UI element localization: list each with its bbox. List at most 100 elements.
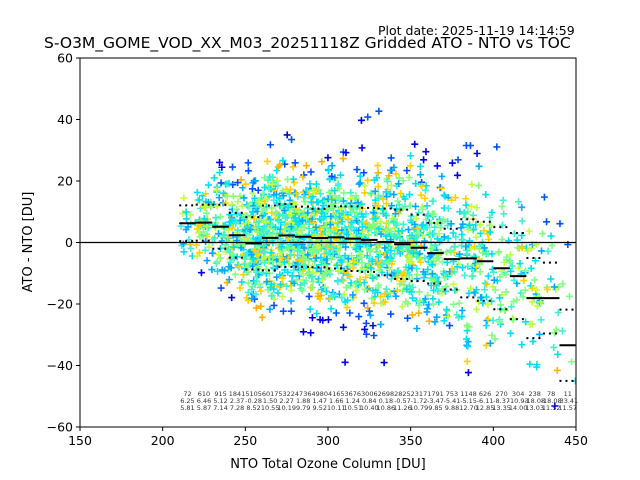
scatter-point: [251, 194, 259, 202]
scatter-point: [324, 167, 332, 175]
scatter-point: [228, 224, 236, 232]
scatter-point: [444, 222, 452, 230]
bin-count: 1148: [460, 390, 477, 398]
scatter-point: [349, 233, 357, 241]
scatter-point: [226, 258, 234, 266]
scatter-point: [182, 208, 190, 216]
scatter-point: [479, 249, 487, 257]
scatter-point: [458, 242, 466, 250]
scatter-point: [537, 316, 545, 324]
scatter-point: [394, 267, 402, 275]
scatter-point: [480, 244, 488, 252]
scatter-point: [243, 250, 251, 258]
scatter-point: [476, 221, 484, 229]
scatter-point: [383, 177, 391, 185]
scatter-point: [421, 194, 429, 202]
scatter-point: [395, 227, 403, 235]
scatter-point: [360, 169, 368, 177]
scatter-point: [201, 246, 209, 254]
scatter-point: [355, 180, 363, 188]
scatter-point: [415, 288, 423, 296]
scatter-point: [283, 213, 291, 221]
scatter-point: [270, 301, 278, 309]
y-axis-ticks: 60 40 20 0 −20 −40 −60: [47, 51, 80, 435]
scatter-point: [420, 156, 428, 164]
scatter-point: [428, 270, 436, 278]
scatter-point: [471, 253, 479, 261]
scatter-point: [434, 287, 442, 295]
scatter-point: [367, 189, 375, 197]
scatter-point: [518, 217, 526, 225]
scatter-point: [225, 179, 233, 187]
scatter-point: [352, 280, 360, 288]
scatter-point: [377, 230, 385, 238]
scatter-point: [423, 305, 431, 313]
scatter-point: [263, 157, 271, 165]
scatter-point: [429, 300, 437, 308]
scatter-point: [208, 266, 216, 274]
scatter-point: [288, 272, 296, 280]
bin-mean: 0.84: [362, 397, 376, 405]
scatter-point: [453, 171, 461, 179]
scatter-point: [518, 203, 526, 211]
scatter-point: [498, 221, 506, 229]
scatter-point: [275, 217, 283, 225]
scatter-point: [279, 157, 287, 165]
scatter-point: [260, 249, 268, 257]
scatter-point: [508, 262, 516, 270]
scatter-point: [319, 239, 327, 247]
scatter-point: [289, 163, 297, 171]
scatter-point: [395, 201, 403, 209]
scatter-point: [358, 144, 366, 152]
scatter-point: [450, 268, 458, 276]
scatter-point: [507, 303, 515, 311]
scatter-point: [366, 248, 374, 256]
bin-count: 11: [564, 390, 572, 398]
scatter-point: [328, 292, 336, 300]
scatter-point: [292, 217, 300, 225]
scatter-point: [330, 225, 338, 233]
scatter-point: [297, 281, 305, 289]
scatter-point: [195, 196, 203, 204]
scatter-point: [447, 248, 455, 256]
scatter-point: [476, 268, 484, 276]
scatter-point: [228, 250, 236, 258]
scatter-point: [462, 201, 470, 209]
scatter-point: [278, 254, 286, 262]
scatter-point: [240, 194, 248, 202]
scatter-point: [309, 187, 317, 195]
scatter-point: [399, 220, 407, 228]
scatter-point: [376, 249, 384, 257]
y-tick-label: 40: [57, 112, 73, 127]
bin-mean: 0.18: [379, 397, 393, 405]
scatter-point: [547, 275, 555, 283]
scatter-point: [363, 244, 371, 252]
bin-std: 9.52: [312, 404, 326, 412]
scatter-point: [421, 295, 429, 303]
scatter-point: [462, 243, 470, 251]
scatter-point: [281, 225, 289, 233]
scatter-point: [331, 187, 339, 195]
scatter-point: [279, 240, 287, 248]
scatter-point: [379, 209, 387, 217]
scatter-point: [362, 319, 370, 327]
scatter-point: [554, 350, 562, 358]
scatter-point: [234, 198, 242, 206]
bin-mean: -0.57: [394, 397, 411, 405]
scatter-point: [364, 176, 372, 184]
scatter-point: [502, 288, 510, 296]
scatter-point: [244, 268, 252, 276]
scatter-point: [358, 200, 366, 208]
scatter-point: [334, 180, 342, 188]
bin-mean: -10.93: [508, 397, 529, 405]
scatter-point: [314, 292, 322, 300]
scatter-point: [259, 190, 267, 198]
scatter-point: [464, 342, 472, 350]
scatter-point: [225, 276, 233, 284]
scatter-point: [215, 230, 223, 238]
scatter-point: [524, 247, 532, 255]
scatter-point: [551, 329, 559, 337]
x-axis-label: NTO Total Ozone Column [DU]: [230, 457, 426, 472]
scatter-point: [239, 184, 247, 192]
scatter-point: [407, 288, 415, 296]
